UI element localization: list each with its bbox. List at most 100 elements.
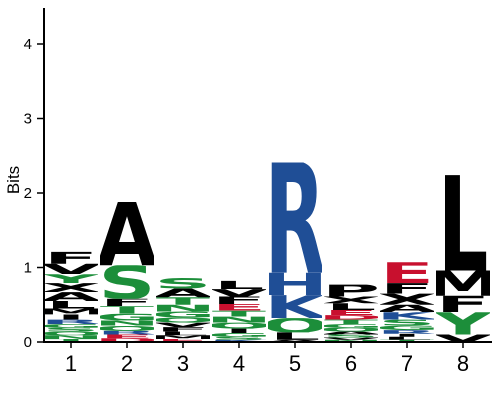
logo-letter-slot: G <box>156 311 210 317</box>
logo-letter-slot: S <box>378 318 435 328</box>
logo-letter-r: R <box>96 330 157 336</box>
logo-letter-t: T <box>44 338 99 343</box>
logo-letter-n: N <box>206 315 272 325</box>
logo-letter-n: N <box>150 303 216 314</box>
logo-letter-x: X <box>320 295 381 306</box>
logo-letter-i: I <box>392 333 422 338</box>
logo-letter-s: S <box>322 334 379 339</box>
logo-letter-q: Q <box>93 324 161 332</box>
logo-letter-v: V <box>152 321 214 328</box>
logo-letter-slot: F <box>100 299 154 306</box>
logo-letter-slot: Y <box>41 272 101 286</box>
logo-letter-slot: L <box>158 332 209 336</box>
logo-letter-slot: V <box>40 261 101 278</box>
logo-letter-slot: T <box>380 339 435 343</box>
logo-letter-r: R <box>376 329 437 335</box>
logo-letter-l: L <box>46 299 97 311</box>
logo-letter-a: A <box>96 183 158 286</box>
logo-letter-l: L <box>438 148 489 302</box>
logo-letter-slot: T <box>44 338 99 343</box>
logo-letter-v: V <box>40 261 101 278</box>
logo-letter-slot: T <box>156 295 211 307</box>
logo-letter-g: G <box>38 323 103 329</box>
y-tick-label: 1 <box>24 260 32 277</box>
logo-letter-x: X <box>40 281 101 295</box>
logo-letter-t: T <box>156 295 211 307</box>
logo-letter-slot: I <box>56 314 86 319</box>
logo-letter-slot: L <box>214 279 265 292</box>
logo-letter-l: L <box>214 279 265 292</box>
logo-letter-g: G <box>374 324 439 331</box>
y-tick-label: 0 <box>24 334 32 351</box>
logo-letter-q: Q <box>149 316 217 324</box>
logo-letter-e: E <box>324 309 378 317</box>
logo-letter-q: Q <box>205 321 272 331</box>
logo-letter-slot: E <box>212 304 266 311</box>
logo-letter-v: V <box>320 337 382 341</box>
logo-letters: TNQSGRIMLAXYVFDERQNGTFSAEMLFVQGNTASKSGIQ… <box>37 131 500 343</box>
logo-letter-slot: Q <box>37 331 105 337</box>
logo-letter-r: R <box>264 131 325 309</box>
logo-letter-slot: S <box>212 337 266 340</box>
logo-letter-slot: F <box>156 327 210 331</box>
logo-letter-slot: Q <box>268 318 322 332</box>
logo-letter-slot: E <box>100 335 154 339</box>
y-tick-label: 2 <box>24 185 32 202</box>
logo-letter-k: K <box>376 310 441 322</box>
logo-letter-slot: M <box>143 334 222 340</box>
y-ticks: 0 1 2 3 4 <box>24 36 44 351</box>
logo-letter-t: T <box>212 309 267 319</box>
logo-letter-s: S <box>378 318 435 328</box>
logo-letter-slot: S <box>100 265 154 299</box>
logo-letter-slot: P <box>324 285 378 297</box>
logo-letter-slot: I <box>392 333 422 338</box>
logo-letter-slot: Q <box>205 321 272 331</box>
logo-letter-slot: N <box>100 320 154 325</box>
logo-letter-y: Y <box>41 272 101 286</box>
logo-letter-slot: N <box>324 340 378 342</box>
logo-letter-slot: L <box>326 303 377 310</box>
logo-letter-slot: F <box>436 296 490 312</box>
axes <box>43 8 492 343</box>
logo-letter-x: X <box>376 291 437 309</box>
logo-letter-slot: R <box>376 329 437 335</box>
x-ticks: 1 2 3 4 5 6 7 8 <box>65 342 469 376</box>
logo-letter-slot: T <box>212 309 267 319</box>
logo-letter-g: G <box>94 312 159 323</box>
logo-letter-slot: A <box>44 292 98 301</box>
logo-letter-a: A <box>264 339 326 343</box>
x-tick-label: 1 <box>65 351 77 376</box>
x-tick-label: 8 <box>457 351 469 376</box>
logo-letter-d: D <box>318 314 384 321</box>
logo-letter-slot: N <box>206 315 272 325</box>
logo-letter-slot: X <box>376 291 437 309</box>
logo-letter-g: G <box>206 332 271 338</box>
logo-letter-t: T <box>324 318 379 325</box>
logo-letter-slot: D <box>318 314 384 321</box>
logo-letter-t: T <box>100 304 155 316</box>
logo-letter-slot: L <box>270 330 321 342</box>
logo-letter-slot: R <box>264 131 325 309</box>
logo-letter-slot: X <box>40 281 101 295</box>
logo-letter-slot: T <box>324 318 379 325</box>
logo-letter-k: K <box>208 339 273 343</box>
logo-letter-slot: Y <box>433 306 494 342</box>
logo-letter-slot: K <box>208 339 273 343</box>
logo-letter-m: M <box>423 264 500 305</box>
logo-letter-g: G <box>318 323 383 329</box>
logo-letter-l: L <box>270 330 321 342</box>
logo-letter-r: R <box>40 318 101 325</box>
logo-letter-slot: S <box>322 334 379 339</box>
logo-letter-y: Y <box>433 306 494 342</box>
logo-letter-slot: A <box>156 288 210 297</box>
logo-letter-t: T <box>380 339 435 343</box>
logo-letter-slot: L <box>438 148 489 302</box>
logo-letter-slot: Q <box>324 328 378 332</box>
logo-letter-f: F <box>212 295 266 307</box>
logo-letter-h: H <box>262 267 328 303</box>
logo-letter-slot: S <box>44 328 98 332</box>
logo-letter-q: Q <box>37 331 105 337</box>
logo-letter-f: F <box>380 280 434 297</box>
logo-letter-a: A <box>320 331 382 336</box>
logo-letter-m: M <box>143 334 222 340</box>
